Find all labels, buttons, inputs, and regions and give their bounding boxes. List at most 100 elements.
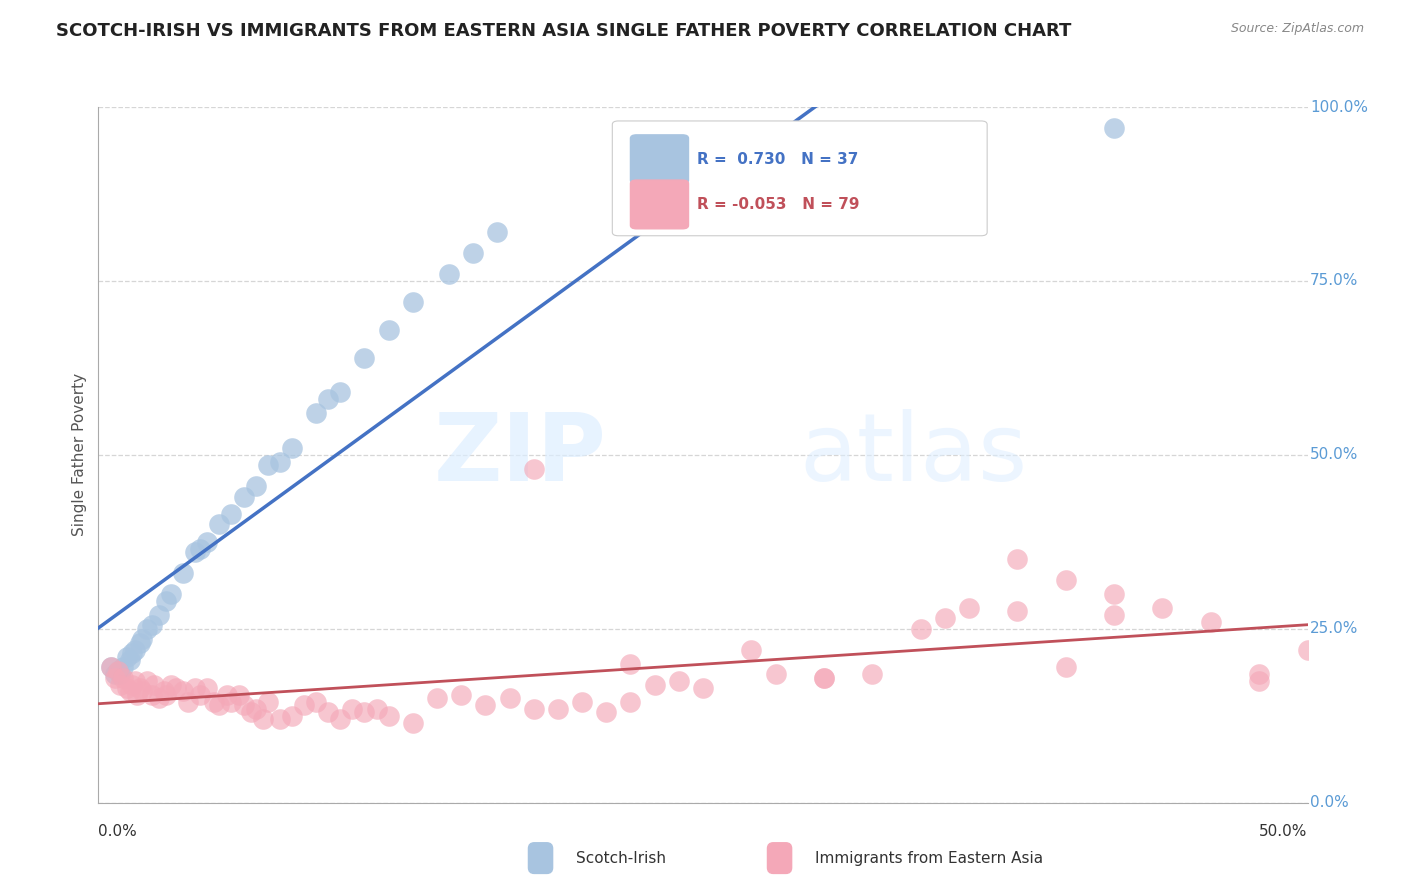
Point [121,646,143,660]
Point [100,660,122,674]
Point [957,601,980,615]
Point [1152,601,1174,615]
Point [111,660,134,674]
Point [117,649,139,664]
Text: R =  0.730   N = 37: R = 0.730 N = 37 [697,152,858,167]
Point [195,681,218,695]
Point [353,351,375,365]
Point [155,688,177,702]
Point [131,632,153,647]
Point [1007,552,1029,566]
Point [155,594,177,608]
Point [108,667,131,681]
Text: Source: ZipAtlas.com: Source: ZipAtlas.com [1230,22,1364,36]
Point [486,225,509,239]
Point [377,708,399,723]
Point [450,688,472,702]
Point [1199,615,1222,629]
Point [571,695,593,709]
Text: 25.0%: 25.0% [1310,622,1358,636]
Point [148,691,170,706]
Text: SCOTCH-IRISH VS IMMIGRANTS FROM EASTERN ASIA SINGLE FATHER POVERTY CORRELATION C: SCOTCH-IRISH VS IMMIGRANTS FROM EASTERN … [56,22,1071,40]
Point [305,406,328,420]
Point [498,691,520,706]
Point [107,664,129,678]
Point [143,677,166,691]
Point [281,441,304,455]
Point [245,702,267,716]
Point [172,566,194,581]
Point [107,664,129,678]
Point [305,695,328,709]
Point [184,681,207,695]
Point [135,674,157,689]
Point [426,691,449,706]
Point [188,541,211,556]
Point [148,607,170,622]
Point [135,622,157,636]
Point [131,684,153,698]
Point [619,657,641,671]
Text: R = -0.053   N = 79: R = -0.053 N = 79 [697,197,859,212]
Point [474,698,496,713]
Point [813,671,835,685]
Point [269,455,291,469]
Point [269,712,291,726]
Point [118,684,141,698]
Point [692,681,714,695]
Text: 0.0%: 0.0% [1310,796,1348,810]
Point [595,706,617,720]
Point [1296,642,1319,657]
Point [353,706,375,720]
Point [204,695,226,709]
Point [245,479,267,493]
Point [1102,587,1125,601]
Point [644,677,666,691]
Point [121,677,143,691]
Text: 50.0%: 50.0% [1260,823,1308,838]
Point [127,688,149,702]
Point [668,674,690,689]
Y-axis label: Single Father Poverty: Single Father Poverty [72,374,87,536]
Point [316,706,339,720]
Text: ZIP: ZIP [433,409,606,501]
Point [141,618,163,632]
Text: Immigrants from Eastern Asia: Immigrants from Eastern Asia [815,851,1043,865]
Point [165,681,187,695]
Point [523,702,546,716]
Point [124,674,146,689]
FancyBboxPatch shape [612,121,987,235]
Point [252,712,274,726]
Point [547,702,569,716]
Point [221,695,243,709]
Point [239,706,262,720]
Point [128,681,150,695]
Point [1102,607,1125,622]
Point [1102,120,1125,135]
Point [1054,573,1077,587]
Point [228,688,250,702]
Point [256,458,278,473]
Point [329,712,352,726]
Point [366,702,388,716]
Point [437,267,460,281]
Point [232,490,254,504]
Text: 75.0%: 75.0% [1310,274,1358,288]
Text: 50.0%: 50.0% [1310,448,1358,462]
Point [860,667,883,681]
Point [215,688,238,702]
Point [128,636,150,650]
Text: atlas: atlas [800,409,1028,501]
Point [1007,605,1029,619]
Point [329,385,352,400]
Point [160,677,183,691]
Point [221,507,243,521]
Point [208,517,231,532]
Point [141,688,163,702]
Point [342,702,364,716]
Point [402,715,425,730]
Point [177,695,200,709]
Point [111,671,134,685]
Point [1249,667,1271,681]
Point [117,681,139,695]
